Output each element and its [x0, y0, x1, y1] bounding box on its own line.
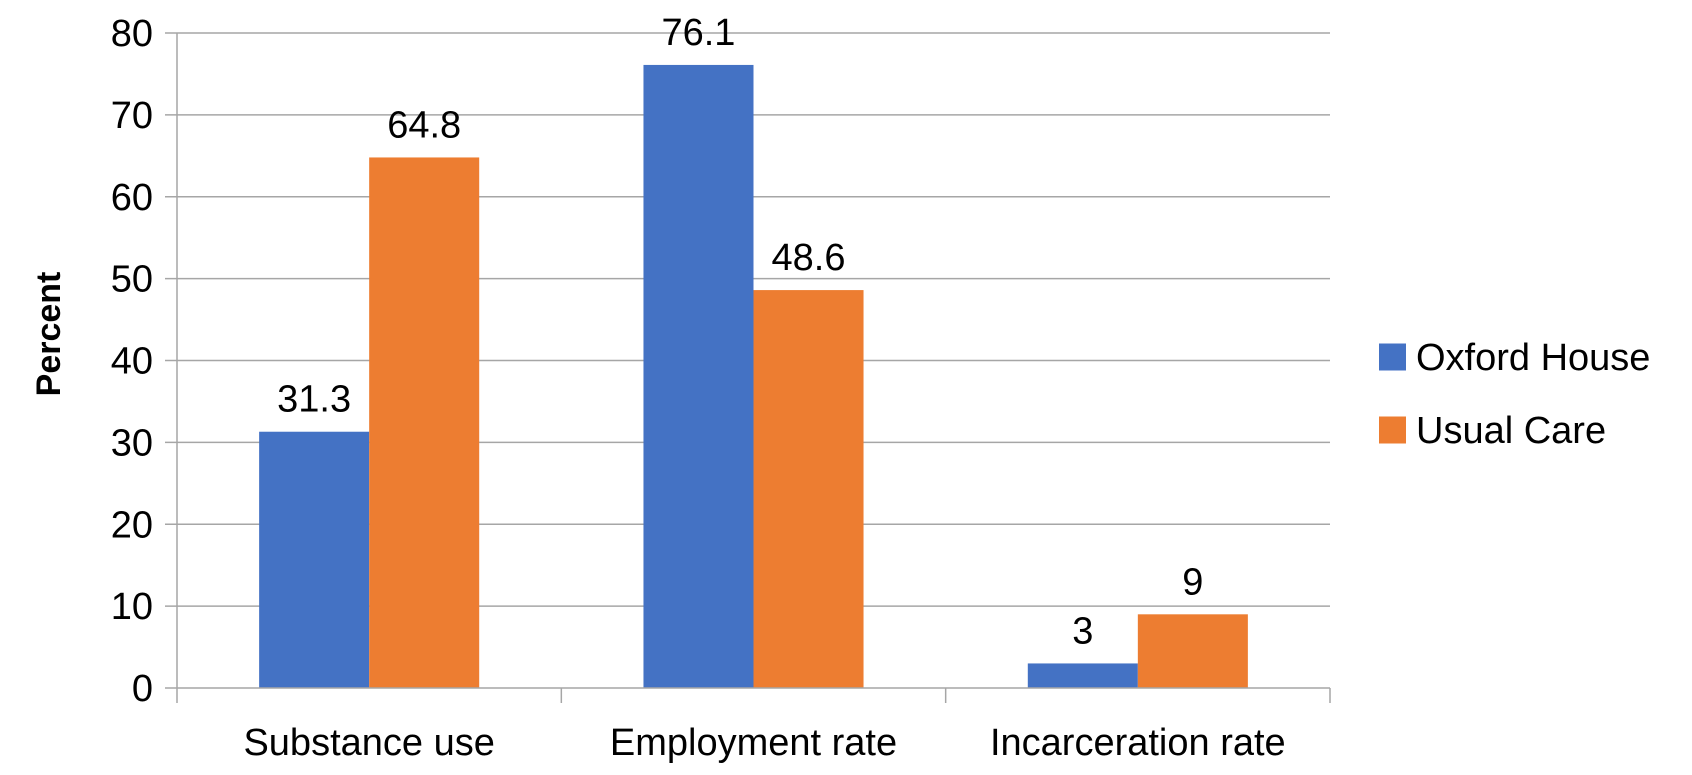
- legend-label-oxford-house: Oxford House: [1416, 337, 1650, 379]
- y-tick-label-80: 80: [111, 13, 153, 55]
- data-label-oxford-house-incarceration-rate: 3: [1072, 610, 1093, 652]
- legend-swatch-usual-care: [1379, 416, 1406, 444]
- bar-usual-care-incarceration-rate: [1137, 614, 1248, 688]
- x-category-label-substance-use: Substance use: [243, 722, 494, 764]
- bar-usual-care-employment-rate: [753, 290, 864, 688]
- data-label-oxford-house-employment-rate: 76.1: [661, 12, 735, 54]
- y-tick-label-10: 10: [111, 586, 153, 628]
- y-axis-title: Percent: [30, 272, 68, 397]
- bars: [259, 64, 1248, 688]
- data-label-usual-care-incarceration-rate: 9: [1182, 561, 1203, 603]
- y-tick-label-50: 50: [111, 259, 153, 301]
- x-category-label-employment-rate: Employment rate: [610, 722, 897, 764]
- y-tick-label-0: 0: [132, 668, 153, 710]
- legend-swatch-oxford-house: [1379, 343, 1406, 371]
- axes: [165, 32, 1331, 703]
- data-label-usual-care-employment-rate: 48.6: [772, 237, 846, 279]
- y-tick-label-30: 30: [111, 422, 153, 464]
- y-tick-label-70: 70: [111, 95, 153, 137]
- x-category-label-incarceration-rate: Incarceration rate: [990, 722, 1286, 764]
- data-label-oxford-house-substance-use: 31.3: [277, 379, 351, 421]
- data-label-usual-care-substance-use: 64.8: [387, 104, 461, 146]
- bar-oxford-house-incarceration-rate: [1027, 663, 1138, 688]
- labels: 0 10 20 30 40 50 60 70 80 Substance use 31.3 64.8 Em…: [111, 12, 1286, 764]
- legend-label-usual-care: Usual Care: [1416, 410, 1606, 452]
- y-tick-label-20: 20: [111, 504, 153, 546]
- bar-usual-care-substance-use: [369, 157, 480, 688]
- y-tick-label-60: 60: [111, 177, 153, 219]
- bar-oxford-house-substance-use: [259, 431, 370, 688]
- legend: Oxford House Usual Care: [1379, 337, 1650, 452]
- bar-oxford-house-employment-rate: [643, 64, 754, 688]
- y-tick-label-40: 40: [111, 341, 153, 383]
